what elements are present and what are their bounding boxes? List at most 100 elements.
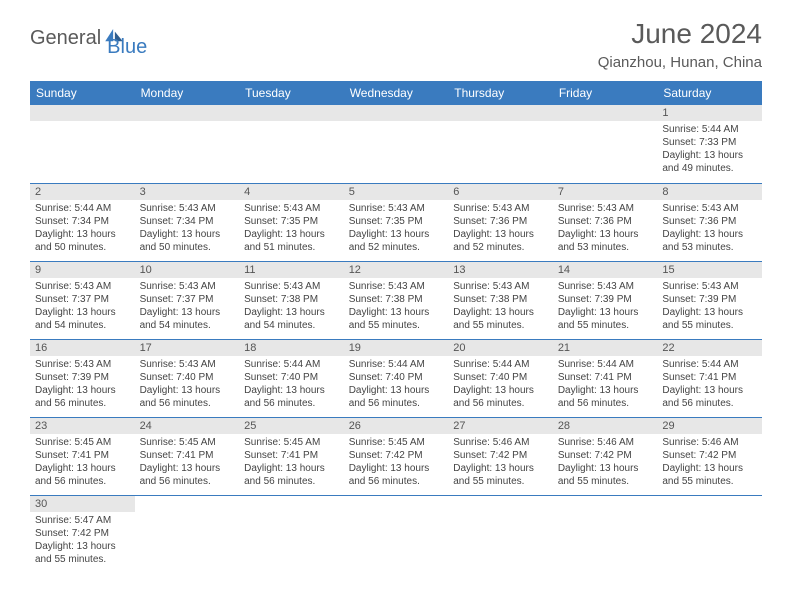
daylight-text: Daylight: 13 hours and 55 minutes. bbox=[453, 306, 548, 332]
sunset-text: Sunset: 7:42 PM bbox=[349, 449, 444, 462]
day-cell: 20Sunrise: 5:44 AMSunset: 7:40 PMDayligh… bbox=[448, 339, 553, 417]
sunrise-text: Sunrise: 5:43 AM bbox=[662, 280, 757, 293]
sunset-text: Sunset: 7:34 PM bbox=[35, 215, 130, 228]
calendar-row: 9Sunrise: 5:43 AMSunset: 7:37 PMDaylight… bbox=[30, 261, 762, 339]
day-number: 21 bbox=[553, 340, 658, 356]
sunrise-text: Sunrise: 5:43 AM bbox=[35, 280, 130, 293]
day-cell: 4Sunrise: 5:43 AMSunset: 7:35 PMDaylight… bbox=[239, 183, 344, 261]
day-number: 3 bbox=[135, 184, 240, 200]
weekday-header: Thursday bbox=[448, 81, 553, 105]
day-cell: 26Sunrise: 5:45 AMSunset: 7:42 PMDayligh… bbox=[344, 417, 449, 495]
day-details: Sunrise: 5:43 AMSunset: 7:38 PMDaylight:… bbox=[239, 278, 344, 335]
day-cell: 3Sunrise: 5:43 AMSunset: 7:34 PMDaylight… bbox=[135, 183, 240, 261]
sunrise-text: Sunrise: 5:46 AM bbox=[558, 436, 653, 449]
sunset-text: Sunset: 7:38 PM bbox=[349, 293, 444, 306]
day-details: Sunrise: 5:46 AMSunset: 7:42 PMDaylight:… bbox=[448, 434, 553, 491]
day-details: Sunrise: 5:43 AMSunset: 7:38 PMDaylight:… bbox=[448, 278, 553, 335]
daylight-text: Daylight: 13 hours and 52 minutes. bbox=[349, 228, 444, 254]
day-details: Sunrise: 5:47 AMSunset: 7:42 PMDaylight:… bbox=[30, 512, 135, 569]
daylight-text: Daylight: 13 hours and 52 minutes. bbox=[453, 228, 548, 254]
weekday-header: Tuesday bbox=[239, 81, 344, 105]
sunrise-text: Sunrise: 5:43 AM bbox=[349, 280, 444, 293]
weekday-header: Friday bbox=[553, 81, 658, 105]
sunset-text: Sunset: 7:34 PM bbox=[140, 215, 235, 228]
day-details: Sunrise: 5:45 AMSunset: 7:41 PMDaylight:… bbox=[239, 434, 344, 491]
sunrise-text: Sunrise: 5:44 AM bbox=[244, 358, 339, 371]
daylight-text: Daylight: 13 hours and 56 minutes. bbox=[35, 462, 130, 488]
day-cell: 12Sunrise: 5:43 AMSunset: 7:38 PMDayligh… bbox=[344, 261, 449, 339]
calendar-row: 2Sunrise: 5:44 AMSunset: 7:34 PMDaylight… bbox=[30, 183, 762, 261]
daylight-text: Daylight: 13 hours and 55 minutes. bbox=[558, 462, 653, 488]
sunset-text: Sunset: 7:40 PM bbox=[453, 371, 548, 384]
calendar-body: 1Sunrise: 5:44 AMSunset: 7:33 PMDaylight… bbox=[30, 105, 762, 573]
sunset-text: Sunset: 7:40 PM bbox=[349, 371, 444, 384]
calendar-page: General Blue June 2024 Qianzhou, Hunan, … bbox=[0, 0, 792, 573]
sunset-text: Sunset: 7:42 PM bbox=[662, 449, 757, 462]
empty-cell bbox=[553, 105, 658, 183]
day-cell: 25Sunrise: 5:45 AMSunset: 7:41 PMDayligh… bbox=[239, 417, 344, 495]
day-number: 20 bbox=[448, 340, 553, 356]
sunset-text: Sunset: 7:36 PM bbox=[662, 215, 757, 228]
empty-cell bbox=[448, 495, 553, 573]
sunrise-text: Sunrise: 5:44 AM bbox=[349, 358, 444, 371]
day-cell: 9Sunrise: 5:43 AMSunset: 7:37 PMDaylight… bbox=[30, 261, 135, 339]
daylight-text: Daylight: 13 hours and 54 minutes. bbox=[140, 306, 235, 332]
empty-cell bbox=[657, 495, 762, 573]
month-title: June 2024 bbox=[598, 18, 762, 50]
day-number: 29 bbox=[657, 418, 762, 434]
brand-text-2: Blue bbox=[107, 36, 147, 59]
day-number: 11 bbox=[239, 262, 344, 278]
day-details: Sunrise: 5:43 AMSunset: 7:36 PMDaylight:… bbox=[553, 200, 658, 257]
title-block: June 2024 Qianzhou, Hunan, China bbox=[598, 18, 762, 71]
day-details: Sunrise: 5:43 AMSunset: 7:35 PMDaylight:… bbox=[344, 200, 449, 257]
day-number: 17 bbox=[135, 340, 240, 356]
day-details: Sunrise: 5:43 AMSunset: 7:36 PMDaylight:… bbox=[448, 200, 553, 257]
sunset-text: Sunset: 7:36 PM bbox=[453, 215, 548, 228]
day-number: 12 bbox=[344, 262, 449, 278]
brand-text-1: General bbox=[30, 27, 101, 50]
page-header: General Blue June 2024 Qianzhou, Hunan, … bbox=[30, 18, 762, 71]
sunrise-text: Sunrise: 5:43 AM bbox=[558, 202, 653, 215]
day-details: Sunrise: 5:43 AMSunset: 7:39 PMDaylight:… bbox=[30, 356, 135, 413]
day-number: 9 bbox=[30, 262, 135, 278]
day-cell: 7Sunrise: 5:43 AMSunset: 7:36 PMDaylight… bbox=[553, 183, 658, 261]
sunrise-text: Sunrise: 5:43 AM bbox=[35, 358, 130, 371]
day-details: Sunrise: 5:43 AMSunset: 7:40 PMDaylight:… bbox=[135, 356, 240, 413]
day-number: 15 bbox=[657, 262, 762, 278]
daylight-text: Daylight: 13 hours and 56 minutes. bbox=[453, 384, 548, 410]
empty-cell bbox=[135, 105, 240, 183]
daylight-text: Daylight: 13 hours and 55 minutes. bbox=[453, 462, 548, 488]
day-number: 19 bbox=[344, 340, 449, 356]
sunset-text: Sunset: 7:37 PM bbox=[35, 293, 130, 306]
day-number: 2 bbox=[30, 184, 135, 200]
day-number: 4 bbox=[239, 184, 344, 200]
daylight-text: Daylight: 13 hours and 53 minutes. bbox=[558, 228, 653, 254]
sunrise-text: Sunrise: 5:44 AM bbox=[558, 358, 653, 371]
day-cell: 15Sunrise: 5:43 AMSunset: 7:39 PMDayligh… bbox=[657, 261, 762, 339]
day-details: Sunrise: 5:44 AMSunset: 7:40 PMDaylight:… bbox=[344, 356, 449, 413]
daylight-text: Daylight: 13 hours and 56 minutes. bbox=[140, 384, 235, 410]
day-cell: 6Sunrise: 5:43 AMSunset: 7:36 PMDaylight… bbox=[448, 183, 553, 261]
day-details: Sunrise: 5:46 AMSunset: 7:42 PMDaylight:… bbox=[657, 434, 762, 491]
daylight-text: Daylight: 13 hours and 56 minutes. bbox=[558, 384, 653, 410]
sunset-text: Sunset: 7:42 PM bbox=[558, 449, 653, 462]
day-cell: 2Sunrise: 5:44 AMSunset: 7:34 PMDaylight… bbox=[30, 183, 135, 261]
day-number: 22 bbox=[657, 340, 762, 356]
sunset-text: Sunset: 7:41 PM bbox=[662, 371, 757, 384]
day-number: 30 bbox=[30, 496, 135, 512]
calendar-table: Sunday Monday Tuesday Wednesday Thursday… bbox=[30, 81, 762, 573]
day-cell: 24Sunrise: 5:45 AMSunset: 7:41 PMDayligh… bbox=[135, 417, 240, 495]
day-details: Sunrise: 5:44 AMSunset: 7:41 PMDaylight:… bbox=[553, 356, 658, 413]
weekday-header: Wednesday bbox=[344, 81, 449, 105]
sunrise-text: Sunrise: 5:43 AM bbox=[140, 280, 235, 293]
day-number: 13 bbox=[448, 262, 553, 278]
day-details: Sunrise: 5:45 AMSunset: 7:41 PMDaylight:… bbox=[30, 434, 135, 491]
weekday-header: Saturday bbox=[657, 81, 762, 105]
sunrise-text: Sunrise: 5:45 AM bbox=[349, 436, 444, 449]
sunset-text: Sunset: 7:38 PM bbox=[244, 293, 339, 306]
day-cell: 22Sunrise: 5:44 AMSunset: 7:41 PMDayligh… bbox=[657, 339, 762, 417]
empty-cell bbox=[239, 495, 344, 573]
calendar-row: 1Sunrise: 5:44 AMSunset: 7:33 PMDaylight… bbox=[30, 105, 762, 183]
empty-cell bbox=[344, 105, 449, 183]
sunset-text: Sunset: 7:33 PM bbox=[662, 136, 757, 149]
